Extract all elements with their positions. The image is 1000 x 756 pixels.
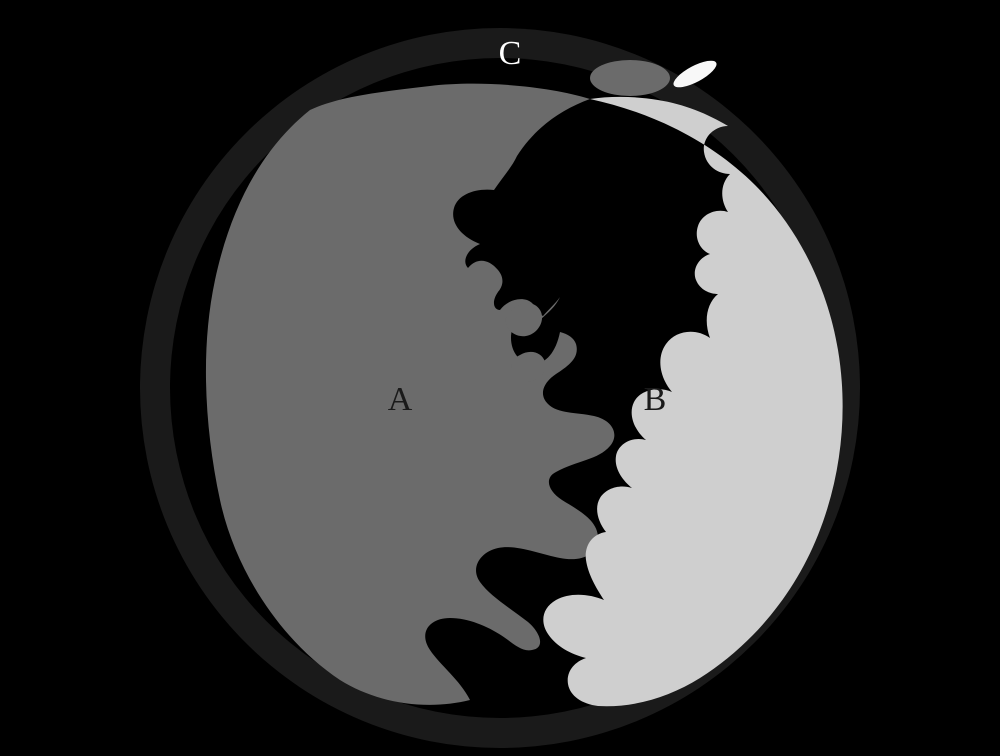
segmentation-diagram: [0, 0, 1000, 756]
figure-stage: A B C: [0, 0, 1000, 756]
label-a: A: [388, 383, 413, 417]
label-b: B: [644, 383, 667, 417]
ring-patch-top-right: [590, 60, 670, 96]
label-c: C: [499, 37, 522, 71]
